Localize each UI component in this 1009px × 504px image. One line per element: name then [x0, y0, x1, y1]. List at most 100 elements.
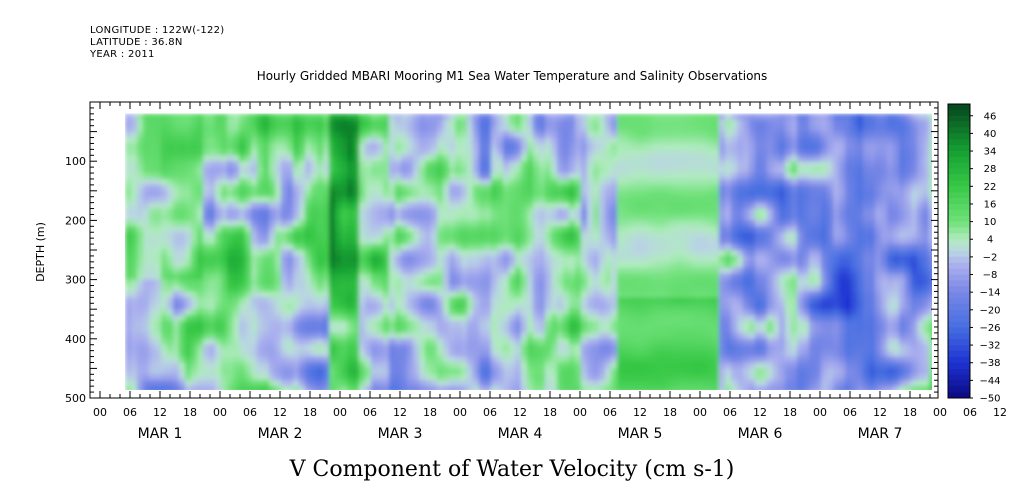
heatmap-cell [359, 190, 366, 198]
heatmap-cell [443, 232, 450, 239]
heatmap-cell [521, 161, 528, 168]
heatmap-cell [743, 321, 750, 328]
heatmap-cell [611, 297, 618, 304]
heatmap-cell [509, 315, 516, 322]
heatmap-cell [653, 232, 660, 239]
heatmap-cell [599, 303, 606, 310]
heatmap-cell [467, 344, 474, 352]
heatmap-cell [413, 350, 420, 358]
heatmap-cell [461, 161, 468, 168]
heatmap-cell [545, 291, 552, 298]
heatmap-cell [539, 143, 546, 150]
heatmap-cell [629, 344, 636, 352]
heatmap-cell [647, 131, 654, 139]
heatmap-cell [599, 285, 606, 292]
heatmap-cell [491, 137, 498, 144]
heatmap-cell [743, 261, 750, 269]
heatmap-cell [311, 315, 318, 322]
heatmap-cell [539, 303, 546, 310]
heatmap-cell [755, 119, 762, 127]
heatmap-cell [161, 297, 168, 304]
heatmap-cell [293, 131, 300, 139]
heatmap-cell [533, 113, 540, 121]
heatmap-cell [527, 255, 534, 263]
heatmap-cell [215, 273, 222, 281]
heatmap-cell [263, 184, 270, 192]
heatmap-cell [161, 208, 168, 216]
heatmap-cell [377, 232, 384, 239]
heatmap-cell [269, 303, 276, 310]
heatmap-cell [389, 250, 396, 257]
heatmap-cell [509, 214, 516, 221]
heatmap-cell [167, 125, 174, 133]
heatmap-cell [755, 232, 762, 239]
heatmap-cell [275, 338, 282, 346]
heatmap-cell [719, 303, 726, 310]
heatmap-cell [143, 244, 150, 251]
heatmap-cell [599, 232, 606, 239]
heatmap-cell [551, 226, 558, 233]
heatmap-cell [395, 113, 402, 121]
heatmap-cell [359, 350, 366, 358]
heatmap-cell [599, 380, 606, 387]
heatmap-cell [623, 332, 630, 340]
heatmap-cell [629, 250, 636, 257]
heatmap-cell [455, 374, 462, 381]
heatmap-cell [419, 190, 426, 198]
heatmap-cell [293, 149, 300, 156]
heatmap-cell [389, 179, 396, 186]
heatmap-cell [419, 368, 426, 375]
heatmap-cell [191, 131, 198, 139]
heatmap-cell [143, 303, 150, 310]
heatmap-cell [143, 149, 150, 156]
heatmap-cell [155, 291, 162, 298]
heatmap-cell [623, 232, 630, 239]
heatmap-cell [491, 344, 498, 352]
heatmap-cell [209, 149, 216, 156]
heatmap-cell [185, 315, 192, 322]
heatmap-cell [527, 261, 534, 269]
heatmap-cell [605, 291, 612, 298]
heatmap-cell [665, 356, 672, 364]
heatmap-cell [191, 167, 198, 174]
heatmap-cell [635, 338, 642, 346]
heatmap-cell [335, 131, 342, 139]
heatmap-cell [533, 149, 540, 156]
heatmap-cell [281, 327, 288, 334]
heatmap-cell [365, 238, 372, 245]
heatmap-cell [503, 125, 510, 133]
heatmap-cell [545, 303, 552, 310]
heatmap-cell [557, 131, 564, 139]
heatmap-cell [707, 113, 714, 121]
heatmap-cell [257, 297, 264, 304]
heatmap-cell [683, 119, 690, 127]
heatmap-cell [713, 332, 720, 340]
heatmap-cell [497, 250, 504, 257]
heatmap-cell [629, 315, 636, 322]
heatmap-cell [713, 303, 720, 310]
heatmap-cell [503, 202, 510, 210]
heatmap-cell [533, 137, 540, 144]
heatmap-cell [341, 137, 348, 144]
heatmap-cell [221, 368, 228, 375]
heatmap-cell [455, 155, 462, 162]
heatmap-cell [305, 232, 312, 239]
heatmap-cell [365, 321, 372, 328]
heatmap-cell [641, 125, 648, 133]
heatmap-cell [713, 297, 720, 304]
heatmap-cell [239, 179, 246, 186]
heatmap-cell [203, 161, 210, 168]
heatmap-cell [371, 214, 378, 221]
heatmap-cell [647, 344, 654, 352]
heatmap-cell [179, 267, 186, 275]
heatmap-cell [677, 167, 684, 174]
heatmap-cell [209, 113, 216, 121]
heatmap-cell [635, 226, 642, 233]
heatmap-cell [623, 327, 630, 334]
heatmap-cell [677, 244, 684, 251]
heatmap-cell [323, 255, 330, 263]
heatmap-cell [419, 125, 426, 133]
heatmap-cell [575, 362, 582, 369]
heatmap-cell [371, 137, 378, 144]
heatmap-cell [395, 202, 402, 210]
